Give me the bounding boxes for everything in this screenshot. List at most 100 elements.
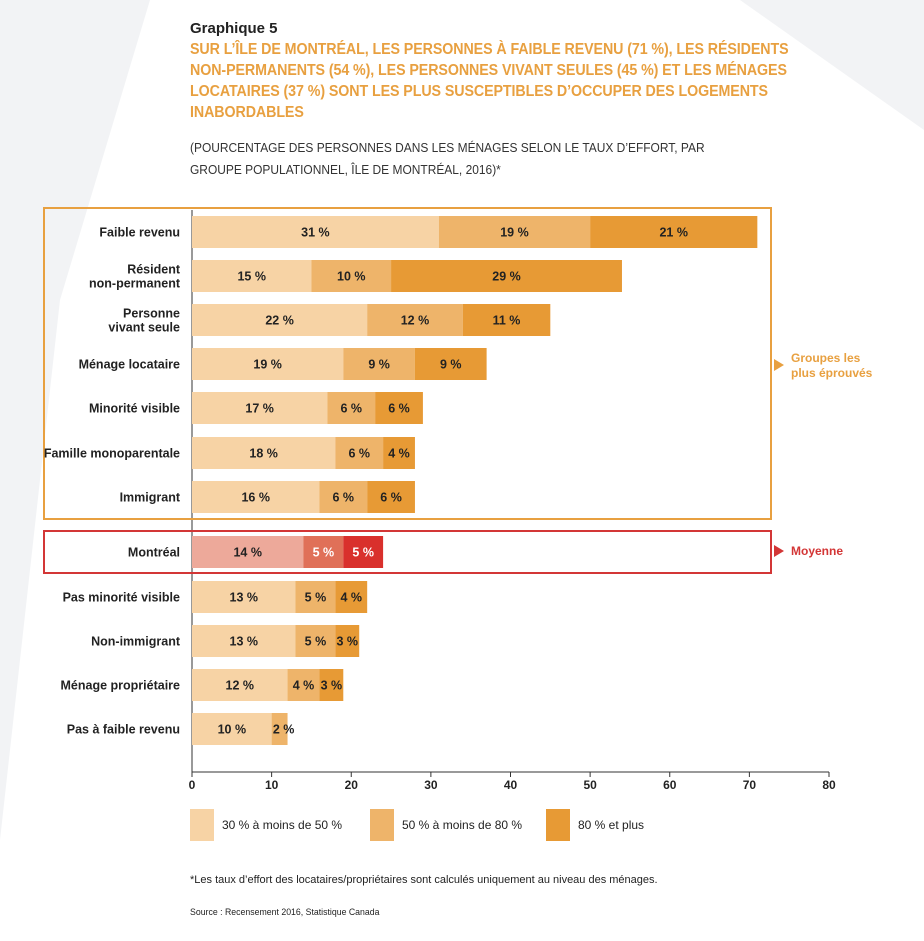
- graph-number: Graphique 5: [190, 20, 278, 37]
- x-tick-label: 10: [265, 778, 279, 792]
- average-annotation-label: Moyenne: [791, 544, 843, 558]
- data-label: 10 %: [337, 270, 366, 284]
- bar-segment: [192, 625, 296, 657]
- legend-item-s3: 80 % et plus: [546, 809, 644, 841]
- bar-segment: [192, 348, 344, 380]
- source-note: Source : Recensement 2016, Statistique C…: [190, 907, 380, 918]
- bar-segment: [192, 392, 328, 424]
- data-label: 12 %: [226, 679, 255, 693]
- bar-segment: [335, 625, 360, 657]
- data-label: 5 %: [313, 546, 335, 560]
- category-label: Personne: [123, 307, 180, 321]
- data-label: 13 %: [230, 591, 259, 605]
- chart-title: SUR L’ÎLE DE MONTRÉAL, LES PERSONNES À F…: [190, 41, 789, 121]
- data-label: 6 %: [333, 491, 355, 505]
- category-label: vivant seule: [108, 321, 180, 335]
- data-label: 22 %: [265, 314, 294, 328]
- bar-segment: [335, 437, 384, 469]
- bar-segment: [319, 481, 368, 513]
- data-label: 16 %: [241, 491, 270, 505]
- legend: 30 % à moins de 50 % 50 % à moins de 80 …: [190, 809, 644, 841]
- bar-segment: [192, 260, 312, 292]
- bar-segment: [192, 581, 296, 613]
- category-label: Non-immigrant: [91, 635, 181, 649]
- bar-segment: [295, 581, 336, 613]
- category-label: Minorité visible: [89, 402, 180, 416]
- bar-segment: [192, 713, 272, 745]
- data-label: 5 %: [305, 635, 327, 649]
- data-label: 4 %: [340, 591, 362, 605]
- bar-segment: [192, 481, 320, 513]
- category-label: Pas à faible revenu: [67, 723, 180, 737]
- data-label: 14 %: [233, 546, 262, 560]
- data-label: 29 %: [492, 270, 521, 284]
- x-tick-label: 50: [583, 778, 597, 792]
- data-label: 3 %: [336, 635, 358, 649]
- data-label: 15 %: [237, 270, 266, 284]
- bar-segment: [375, 392, 423, 424]
- bar-segment: [192, 669, 288, 701]
- bar-segment: [271, 713, 288, 745]
- data-label: 6 %: [340, 402, 362, 416]
- x-tick-label: 40: [504, 778, 518, 792]
- bar-segment: [343, 348, 415, 380]
- bar-segment: [335, 581, 368, 613]
- data-label: 6 %: [380, 491, 402, 505]
- category-label: Immigrant: [120, 491, 181, 505]
- x-tick-label: 0: [189, 778, 196, 792]
- bar-segment: [438, 216, 591, 248]
- data-label: 11 %: [493, 314, 521, 328]
- data-label: 19 %: [500, 226, 529, 240]
- x-tick-label: 30: [424, 778, 438, 792]
- legend-label-s2: 50 % à moins de 80 %: [402, 818, 523, 832]
- data-label: 4 %: [388, 447, 410, 461]
- bar-segment: [192, 216, 439, 248]
- category-label: Montréal: [128, 546, 180, 560]
- bar-segment: [327, 392, 376, 424]
- data-label: 31 %: [301, 226, 330, 240]
- bar-segment: [192, 304, 368, 336]
- bar-segment: [311, 260, 392, 292]
- x-tick-label: 60: [663, 778, 677, 792]
- bar-segment: [383, 437, 415, 469]
- x-tick-label: 70: [743, 778, 757, 792]
- bar-segment: [590, 216, 758, 248]
- data-label: 4 %: [293, 679, 315, 693]
- data-label: 17 %: [245, 402, 274, 416]
- group-annotation-label: plus éprouvés: [791, 366, 873, 380]
- average-highlight-box: [43, 530, 772, 574]
- bar-segment: [367, 304, 463, 336]
- legend-swatch-s1: [190, 809, 214, 841]
- data-label: 10 %: [218, 723, 247, 737]
- category-label: Famille monoparentale: [44, 447, 180, 461]
- data-label: 5 %: [352, 546, 374, 560]
- data-label: 19 %: [253, 358, 282, 372]
- stacked-bar-chart: 31 % 19 % 21 % Faible revenu 15 % 10 % 29 % Rés…: [43, 207, 873, 792]
- legend-item-s1: 30 % à moins de 50 %: [190, 809, 370, 841]
- category-label: Faible revenu: [99, 226, 180, 240]
- data-label: 18 %: [249, 447, 278, 461]
- category-label: Ménage locataire: [79, 358, 180, 372]
- x-tick-label: 80: [822, 778, 836, 792]
- bar-segment: [391, 260, 622, 292]
- bar-segment: [192, 437, 336, 469]
- bar-segment: [462, 304, 551, 336]
- bar-segment: [319, 669, 344, 701]
- data-label: 13 %: [230, 635, 259, 649]
- group-arrow-icon: [774, 359, 784, 371]
- data-label: 3 %: [321, 679, 343, 693]
- data-label: 6 %: [348, 447, 370, 461]
- category-label: Résident: [127, 263, 181, 277]
- data-label: 9 %: [440, 358, 462, 372]
- x-tick-label: 20: [345, 778, 359, 792]
- data-label: 5 %: [305, 591, 327, 605]
- average-arrow-icon: [774, 545, 784, 557]
- data-label: 9 %: [368, 358, 390, 372]
- category-label: Pas minorité visible: [63, 591, 180, 605]
- category-label: Ménage propriétaire: [61, 679, 181, 693]
- data-label: 6 %: [388, 402, 410, 416]
- legend-label-s3: 80 % et plus: [578, 818, 645, 832]
- footnote: *Les taux d’effort des locataires/propri…: [190, 874, 658, 886]
- chart-header: Graphique 5 SUR L’ÎLE DE MONTRÉAL, LES P…: [190, 20, 830, 181]
- category-label: non-permanent: [89, 277, 181, 291]
